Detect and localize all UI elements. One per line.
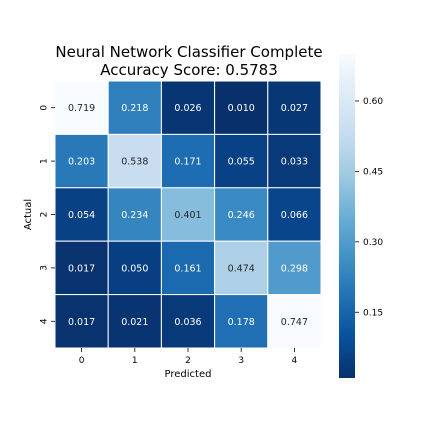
cell-label-3-1: 0.050 [121,263,148,274]
cell-label-2-2: 0.401 [174,210,201,221]
cell-label-4-3: 0.178 [228,317,255,328]
cell-label-4-4: 0.747 [281,317,308,328]
cell-label-2-0: 0.054 [68,210,95,221]
y-tick-label-2: 2 [40,212,50,218]
cell-label-1-3: 0.055 [228,157,255,168]
cell-label-0-3: 0.010 [228,103,255,114]
cell-label-1-4: 0.033 [281,157,308,168]
cell-label-3-3: 0.474 [228,263,255,274]
cell-label-2-3: 0.246 [228,210,255,221]
y-tick-label-0: 0 [40,105,50,111]
cell-label-3-2: 0.161 [174,263,201,274]
cell-label-4-1: 0.021 [121,317,148,328]
y-tick-label-3: 3 [40,265,50,271]
cell-label-3-0: 0.017 [68,263,95,274]
colorbar-tick-label-3: 0.60 [363,97,383,107]
cell-label-1-1: 0.538 [121,157,148,168]
colorbar-tick-label-2: 0.45 [363,167,383,177]
x-tick-label-2: 2 [185,356,191,366]
cell-label-2-1: 0.234 [121,210,148,221]
cell-label-4-0: 0.017 [68,317,95,328]
x-tick-label-3: 3 [238,356,244,366]
y-axis: 0 1 2 3 4 [40,105,56,325]
colorbar: 0.15 0.30 0.45 0.60 [339,54,383,378]
x-axis: 0 1 2 3 4 [79,348,298,366]
colorbar-tick-label-0: 0.15 [363,308,383,318]
y-tick-label-1: 1 [40,158,50,164]
x-tick-label-4: 4 [292,356,298,366]
cell-label-1-0: 0.203 [68,157,95,168]
cell-label-3-4: 0.298 [281,263,308,274]
cell-label-0-0: 0.719 [68,103,95,114]
cell-label-0-4: 0.027 [281,103,308,114]
cell-label-1-2: 0.171 [174,157,201,168]
cell-label-2-4: 0.066 [281,210,308,221]
x-axis-label: Predicted [55,369,321,380]
cell-label-4-2: 0.036 [174,317,201,328]
colorbar-tick-label-1: 0.30 [363,238,383,248]
y-tick-label-4: 4 [40,318,50,324]
y-axis-label: Actual [23,199,34,230]
cell-label-0-1: 0.218 [121,103,148,114]
x-tick-label-1: 1 [132,356,138,366]
cell-label-0-2: 0.026 [174,103,201,114]
x-tick-label-0: 0 [79,356,85,366]
colorbar-gradient [339,54,355,378]
